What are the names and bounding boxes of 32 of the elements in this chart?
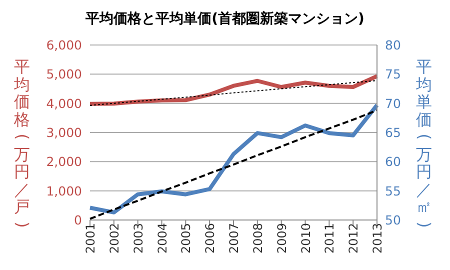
line-series [90, 80, 378, 106]
text: 平均価格(万円／戸) [12, 57, 32, 228]
x-tick-label: 2013 [370, 223, 385, 254]
y2-tick-label: 75 [385, 66, 401, 82]
y-tick-label: 2,000 [46, 154, 82, 170]
y2-tick-label: 60 [385, 154, 401, 170]
y-tick-label: 3,000 [46, 124, 82, 140]
x-tick-label: 2005 [179, 223, 194, 254]
x-tick-label: 2010 [298, 223, 313, 254]
y2-tick-label: 80 [385, 37, 401, 52]
y-tick-label: 1,000 [46, 183, 82, 198]
chart-title: 平均価格と平均単価(首都圏新築マンション) [84, 10, 366, 28]
x-tick-label: 2011 [322, 223, 337, 254]
x-tick-label: 2002 [107, 223, 122, 254]
x-tick-label: 2012 [346, 223, 361, 254]
x-tick-label: 2007 [227, 223, 242, 254]
y2-tick-label: 70 [385, 96, 401, 111]
x-tick-label: 2009 [274, 223, 289, 254]
y2-tick-label: 50 [385, 212, 401, 228]
y-tick-label: 6,000 [46, 37, 82, 52]
y2-tick-label: 55 [385, 183, 401, 198]
x-tick-label: 2001 [84, 223, 98, 254]
text: 平均単価(万円／㎡) [414, 57, 434, 228]
y-tick-label: 0 [74, 212, 82, 228]
line-series [88, 74, 379, 106]
x-tick-label: 2006 [203, 223, 218, 254]
x-tick-label: 2003 [131, 223, 146, 254]
y2-tick-label: 65 [385, 124, 401, 140]
y-tick-label: 5,000 [46, 66, 82, 82]
y-tick-label: 4,000 [46, 96, 82, 111]
x-tick-label: 2004 [155, 223, 170, 254]
x-tick-label: 2008 [250, 223, 265, 254]
